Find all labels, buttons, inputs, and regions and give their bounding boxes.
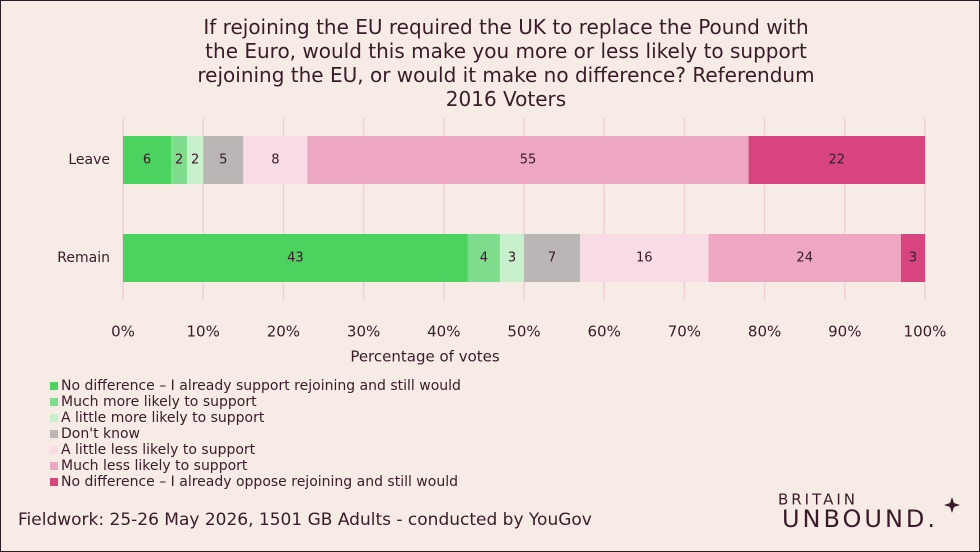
x-tick-label: 80% bbox=[748, 323, 781, 341]
data-label: 5 bbox=[219, 153, 227, 168]
y-tick-label: Leave bbox=[68, 152, 110, 168]
bar-segment bbox=[580, 234, 709, 282]
bar-segment bbox=[307, 136, 749, 184]
legend-label: Don't know bbox=[61, 426, 140, 442]
bar-segment bbox=[524, 234, 581, 282]
bar-segment bbox=[187, 136, 204, 184]
x-axis-label: Percentage of votes bbox=[350, 348, 500, 366]
legend-label: A little less likely to support bbox=[61, 442, 256, 458]
legend-swatch bbox=[50, 430, 58, 438]
legend-swatch bbox=[50, 382, 58, 390]
logo-bottom: UNBOUND. bbox=[782, 505, 938, 533]
bar-segment bbox=[467, 234, 500, 282]
bar-segment bbox=[748, 136, 925, 184]
x-tick-label: 30% bbox=[347, 323, 380, 341]
x-tick-label: 100% bbox=[904, 323, 947, 341]
legend-swatch bbox=[50, 478, 58, 486]
legend-swatch bbox=[50, 398, 58, 406]
x-tick-label: 20% bbox=[267, 323, 300, 341]
data-label: 6 bbox=[143, 153, 151, 168]
data-label: 8 bbox=[271, 153, 279, 168]
bar-segment bbox=[708, 234, 901, 282]
legend-label: No difference – I already oppose rejoini… bbox=[61, 474, 458, 490]
x-tick-label: 70% bbox=[668, 323, 701, 341]
data-label: 2 bbox=[191, 153, 199, 168]
legend-label: Much more likely to support bbox=[61, 394, 257, 410]
bar-segment bbox=[123, 234, 468, 282]
bar-segment bbox=[203, 136, 244, 184]
data-label: 4 bbox=[480, 251, 488, 266]
bar-segment bbox=[171, 136, 188, 184]
data-label: 3 bbox=[508, 251, 516, 266]
data-label: 22 bbox=[829, 153, 846, 168]
data-label: 24 bbox=[796, 251, 813, 266]
legend-swatch bbox=[50, 414, 58, 422]
data-label: 43 bbox=[287, 251, 304, 266]
data-label: 7 bbox=[548, 251, 556, 266]
x-tick-label: 0% bbox=[111, 323, 135, 341]
legend-label: A little more likely to support bbox=[61, 410, 265, 426]
legend-label: No difference – I already support rejoin… bbox=[61, 378, 461, 394]
bar-segment bbox=[123, 136, 172, 184]
footer: Fieldwork: 25-26 May 2026, 1501 GB Adult… bbox=[18, 510, 592, 530]
data-label: 16 bbox=[636, 251, 653, 266]
legend-swatch bbox=[50, 462, 58, 470]
chart-title: If rejoining the EU required the UK to r… bbox=[197, 15, 814, 111]
legend-swatch bbox=[50, 446, 58, 454]
x-tick-label: 10% bbox=[187, 323, 220, 341]
x-tick-label: 50% bbox=[507, 323, 540, 341]
legend-label: Much less likely to support bbox=[61, 458, 248, 474]
data-label: 3 bbox=[909, 251, 917, 266]
data-label: 55 bbox=[520, 153, 537, 168]
x-tick-label: 40% bbox=[427, 323, 460, 341]
logo-star bbox=[944, 497, 960, 513]
x-tick-label: 90% bbox=[828, 323, 861, 341]
y-tick-label: Remain bbox=[57, 250, 110, 266]
x-tick-label: 60% bbox=[588, 323, 621, 341]
bar-segment bbox=[499, 234, 524, 282]
data-label: 2 bbox=[175, 153, 183, 168]
logo-top: BRITAIN bbox=[778, 491, 858, 509]
bar-segment bbox=[243, 136, 308, 184]
bar-segment bbox=[900, 234, 925, 282]
